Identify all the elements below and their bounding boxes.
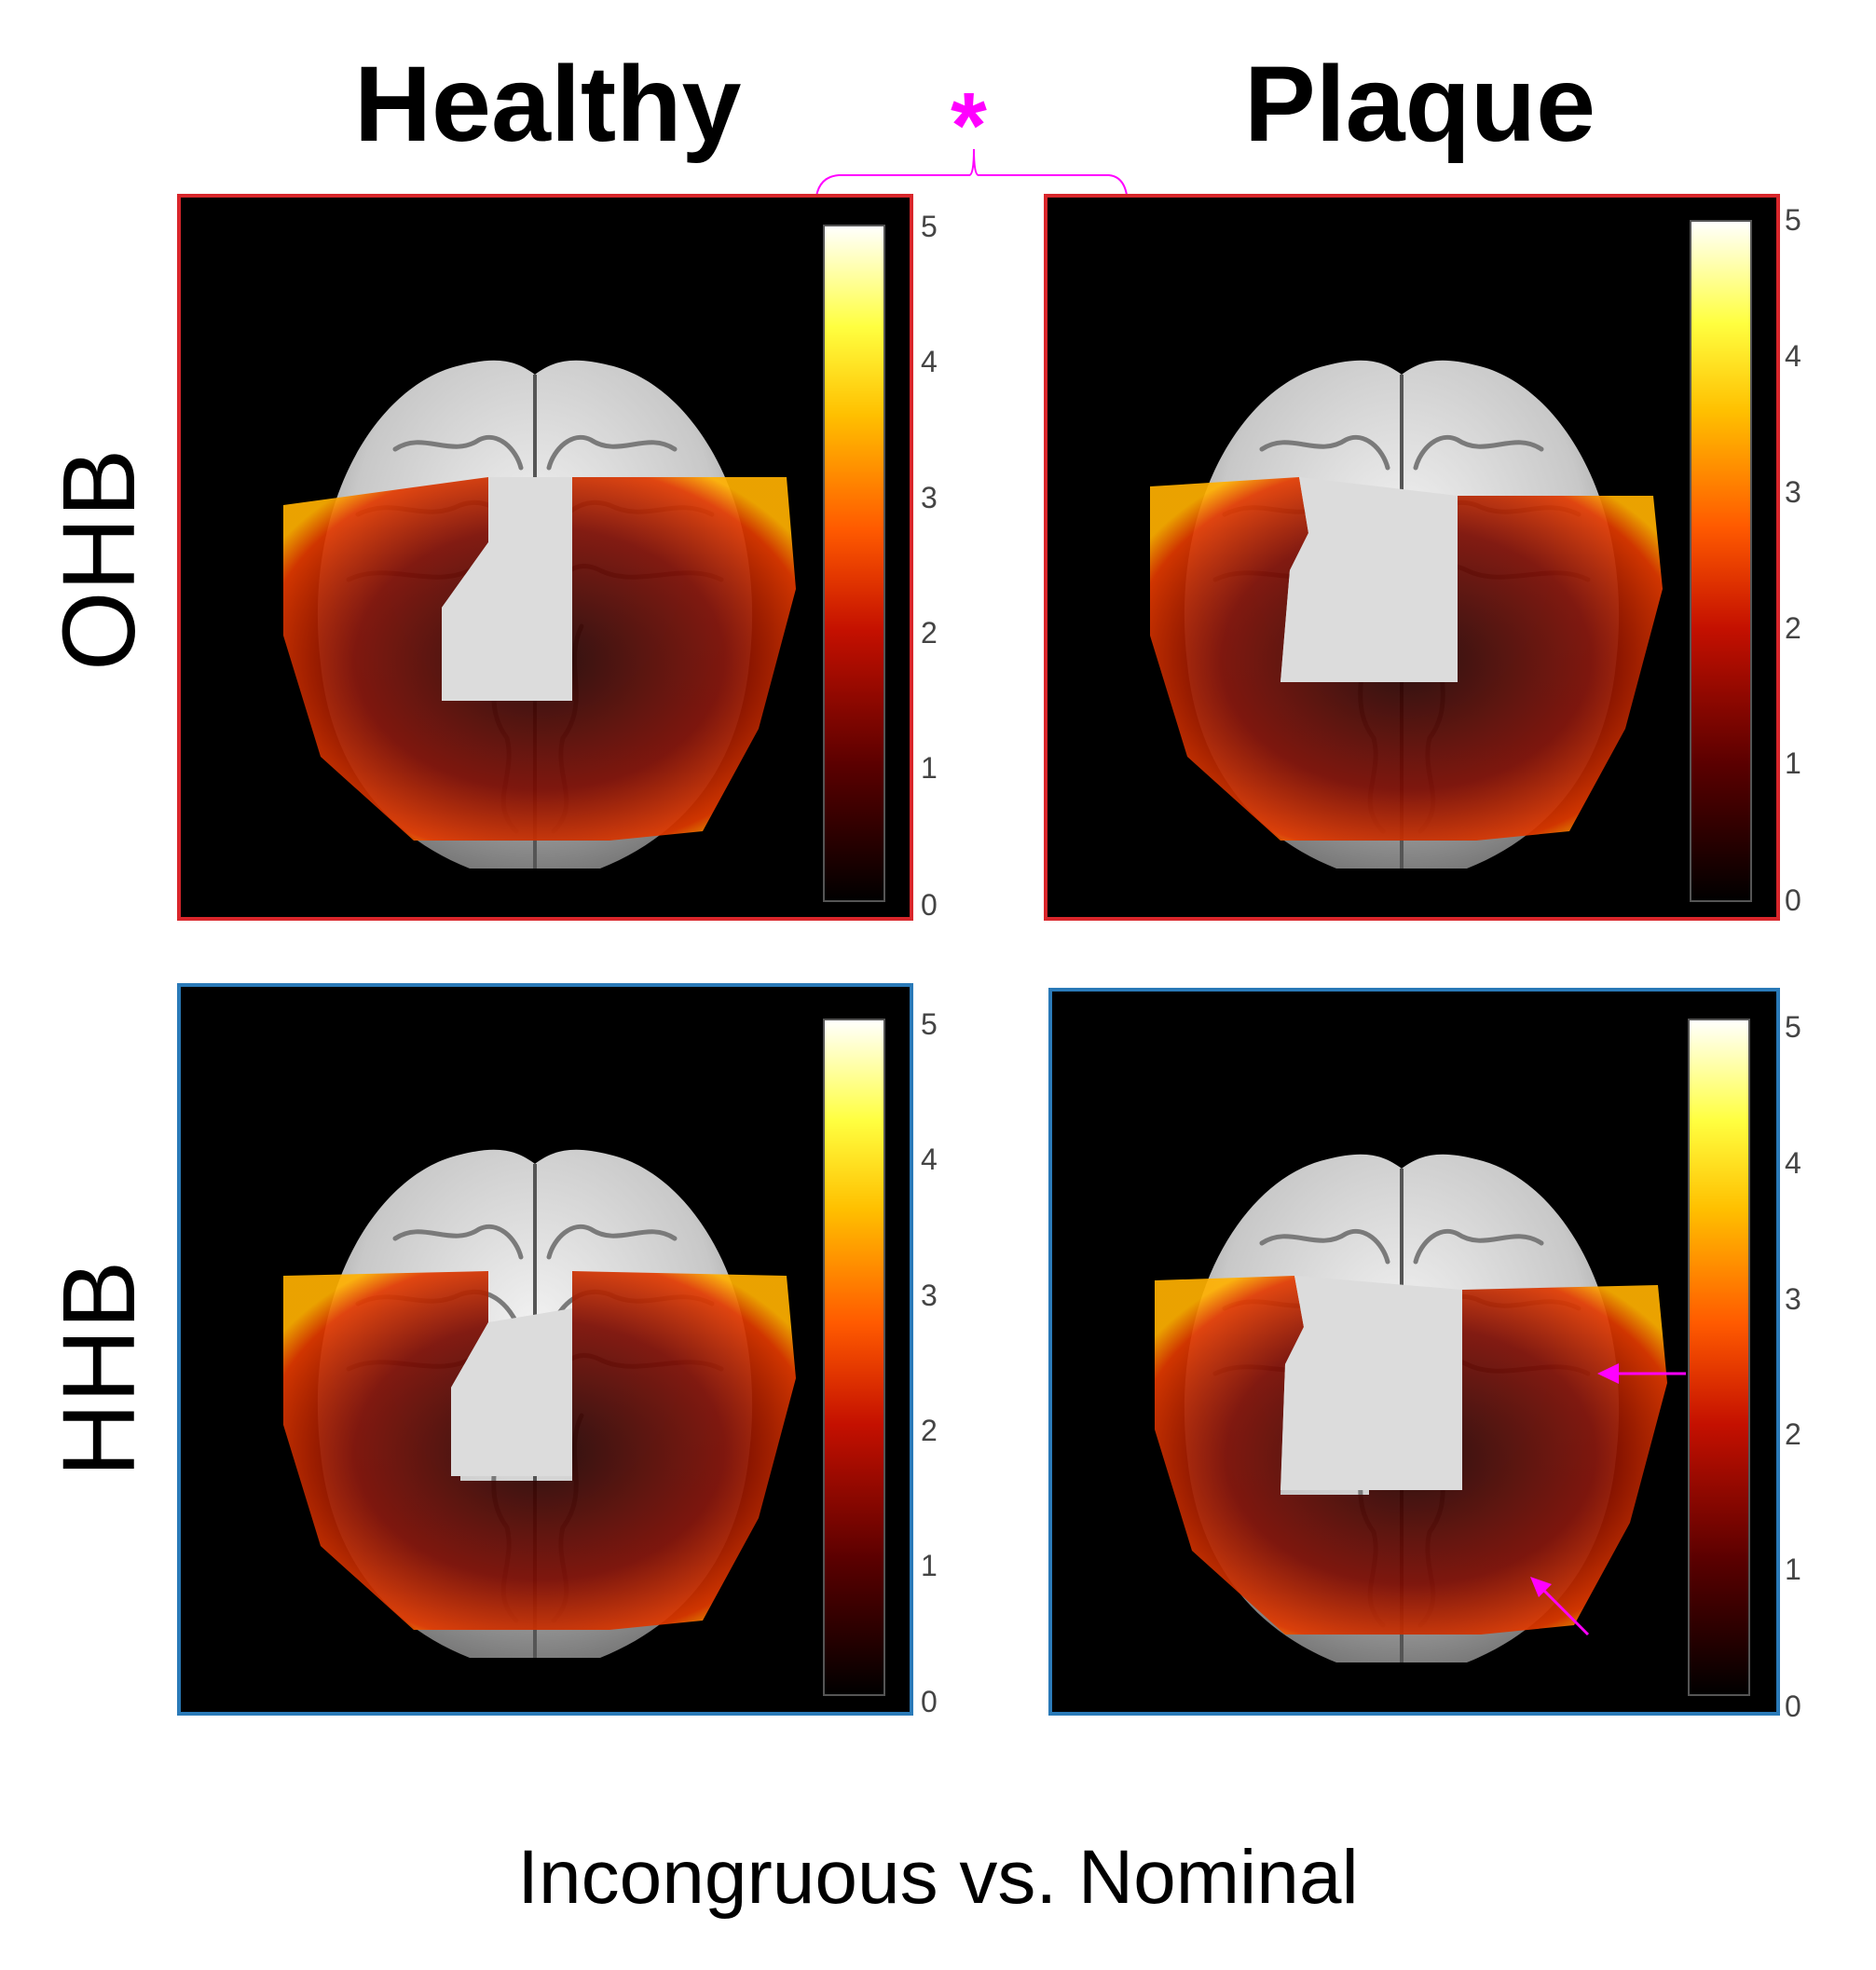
annotation-arrow (1530, 1577, 1590, 1636)
brain-activation-map (1155, 1019, 1750, 1696)
colorbar-tick-4: 4 (1785, 1146, 1801, 1180)
column-title-healthy: Healthy (354, 45, 742, 164)
colorbar-tick-0: 0 (1785, 883, 1801, 917)
figure-caption: Incongruous vs. Nominal (517, 1835, 1359, 1920)
colorbar-tick-1: 1 (1785, 746, 1801, 780)
colorbar-tick-5: 5 (921, 1007, 938, 1041)
colorbar-tick-2: 2 (921, 1414, 938, 1447)
colorbar-tick-2: 2 (1785, 1417, 1801, 1451)
panel-ohb-healthy (177, 194, 913, 921)
colorbar-tick-3: 3 (921, 1279, 938, 1312)
panel-hhb-healthy (177, 983, 913, 1716)
colorbar-tick-3: 3 (1785, 475, 1801, 509)
colorbar-tick-0: 0 (1785, 1690, 1801, 1723)
colorbar-tick-4: 4 (921, 1142, 938, 1176)
significance-star: * (951, 74, 987, 178)
brain-activation-map (1150, 220, 1752, 902)
colorbar-tick-3: 3 (921, 481, 938, 514)
colorbar-tick-5: 5 (1785, 1010, 1801, 1044)
brain-activation-map (283, 1019, 885, 1696)
brain-activation-map (283, 225, 885, 902)
significance-bracket (815, 148, 1129, 208)
colorbar-tick-5: 5 (921, 210, 938, 243)
colorbar-tick-5: 5 (1785, 203, 1801, 237)
panel-ohb-plaque (1044, 194, 1780, 921)
colorbar-tick-1: 1 (921, 1549, 938, 1582)
colorbar-tick-0: 0 (921, 888, 938, 922)
colorbar-tick-0: 0 (921, 1685, 938, 1718)
colorbar-tick-2: 2 (1785, 611, 1801, 645)
colorbar-tick-3: 3 (1785, 1282, 1801, 1316)
colorbar-tick-4: 4 (921, 345, 938, 378)
row-label-hhb: HHB (42, 1260, 157, 1477)
colorbar-tick-1: 1 (921, 751, 938, 785)
colorbar-tick-2: 2 (921, 616, 938, 650)
annotation-arrow (1597, 1363, 1686, 1384)
column-title-plaque: Plaque (1244, 45, 1596, 164)
row-label-ohb: OHB (42, 448, 157, 671)
colorbar-tick-4: 4 (1785, 339, 1801, 373)
panel-hhb-plaque (1048, 988, 1780, 1716)
colorbar-tick-1: 1 (1785, 1553, 1801, 1586)
